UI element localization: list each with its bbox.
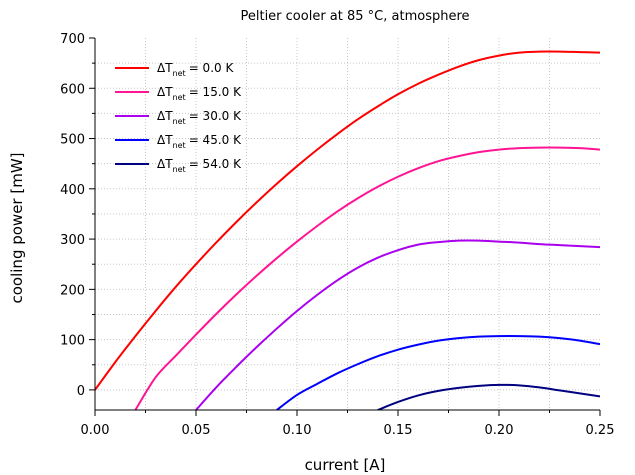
y-tick-label: 700 [60, 32, 85, 47]
chart-title: Peltier cooler at 85 °C, atmosphere [240, 9, 469, 24]
legend-label-2: ΔTnet = 15.0 K [157, 85, 242, 102]
x-tick-label: 0.20 [485, 423, 514, 438]
y-tick-label: 500 [60, 133, 85, 148]
y-tick-label: 200 [60, 283, 85, 298]
series-layer [95, 50, 600, 410]
x-tick-label: 0.05 [182, 423, 211, 438]
x-tick-label: 0.15 [384, 423, 413, 438]
legend-label-5: ΔTnet = 54.0 K [157, 157, 242, 174]
legend-label-3: ΔTnet = 30.0 K [157, 109, 242, 126]
legend: ΔTnet = 0.0 K ΔTnet = 15.0 K ΔTnet = 30.0 K ΔT… [115, 61, 242, 174]
x-tick-label: 0.00 [81, 423, 110, 438]
x-tick-label: 0.25 [586, 423, 615, 438]
y-tick-label: 300 [60, 233, 85, 248]
y-tick-label: 400 [60, 183, 85, 198]
y-tick-label: 600 [60, 82, 85, 97]
series-line-5 [377, 383, 600, 410]
y-axis-title: cooling power [mW] [8, 152, 26, 303]
x-axis-title: current [A] [305, 456, 386, 474]
y-tick-label: 100 [60, 334, 85, 349]
series-line-3 [195, 239, 600, 410]
grid [95, 38, 600, 410]
series-line-2 [134, 146, 600, 410]
series-line-1 [95, 50, 600, 391]
y-tick-label: 0 [77, 384, 85, 399]
x-tick-label: 0.10 [283, 423, 312, 438]
legend-label-1: ΔTnet = 0.0 K [157, 61, 234, 78]
axes: 0.00 0.05 0.10 0.15 0.20 0.25 0 100 200 300 400 500… [60, 32, 614, 438]
series-line-4 [276, 335, 600, 410]
legend-label-4: ΔTnet = 45.0 K [157, 133, 242, 150]
